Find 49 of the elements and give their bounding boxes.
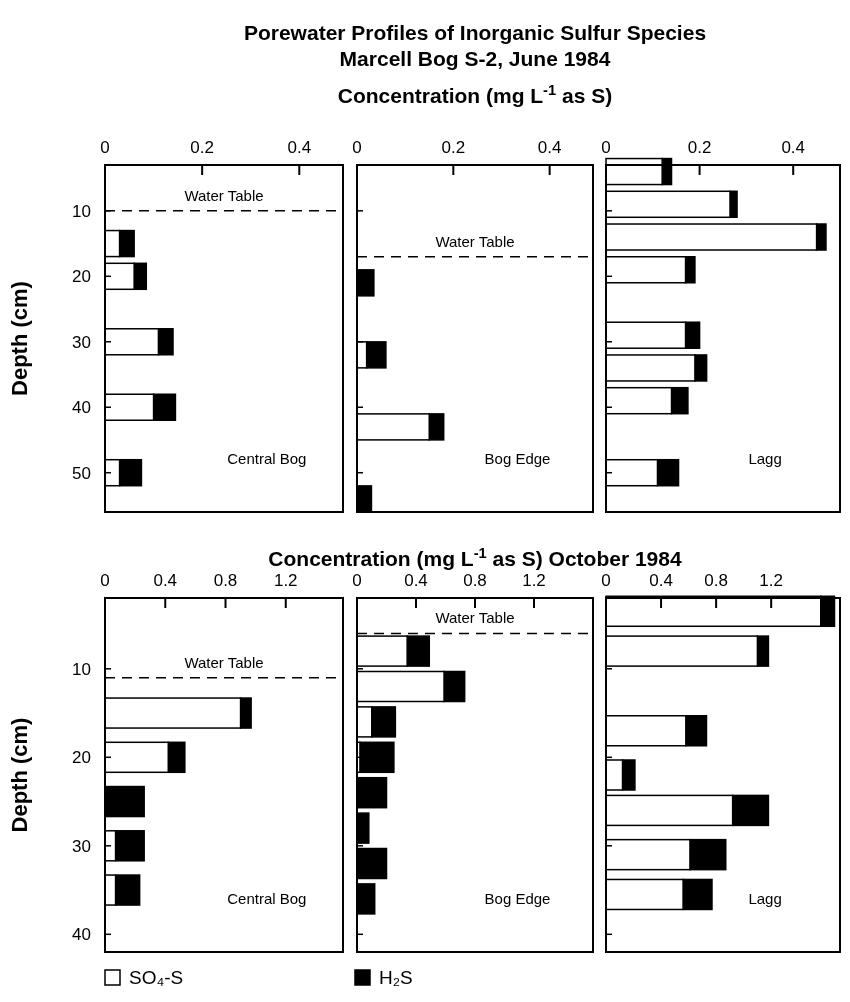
y-axis-title: Depth (cm) [7, 717, 32, 833]
bar [359, 741, 395, 774]
y-tick-label: 30 [72, 836, 91, 856]
x-tick-label: 0 [100, 138, 110, 157]
x-tick-label: 0.2 [441, 138, 466, 157]
x-axis-title: Concentration (mg L$^{-1}$ as S) October 1984 [268, 545, 682, 570]
x-tick-label: 1.2 [522, 571, 546, 590]
x-tick-label: 0 [352, 138, 362, 157]
y-tick-label: 40 [72, 398, 91, 418]
x-axis-title: Concentration (mg L$^{-1}$ as S) [337, 82, 613, 107]
y-tick-label: 40 [72, 925, 91, 945]
y-tick-label: 10 [72, 201, 91, 221]
legend-label: SO₄-S [129, 967, 184, 988]
x-tick-label: 0.4 [153, 571, 178, 590]
annotation: Bog Edge [484, 890, 551, 907]
x-tick-label: 0 [100, 571, 110, 590]
x-tick-label: 0.4 [287, 138, 312, 157]
x-tick-label: 0 [352, 571, 362, 590]
annotation: Lagg [748, 450, 782, 467]
y-tick-label: 30 [72, 332, 91, 352]
chart-title: Porewater Profiles of Inorganic Sulfur Species [243, 21, 707, 44]
ref-line-label: Water Table [184, 186, 264, 204]
x-tick-label: 0.8 [704, 571, 728, 590]
x-tick-label: 0.4 [404, 571, 428, 590]
annotation: Central Bog [227, 450, 307, 467]
annotation: Central Bog [227, 890, 307, 907]
x-tick-label: 0.2 [687, 138, 712, 157]
x-tick-label: 0.8 [213, 571, 238, 590]
x-tick-label: 1.2 [273, 571, 298, 590]
annotation: Lagg [748, 890, 782, 907]
y-tick-label: 20 [72, 267, 91, 287]
x-tick-label: 0 [601, 138, 611, 157]
chart-subtitle: Marcell Bog S-2, June 1984 [339, 47, 611, 70]
ref-line-label: Water Table [435, 609, 515, 627]
annotation: Bog Edge [484, 450, 551, 467]
x-tick-label: 0.2 [190, 138, 214, 157]
x-tick-label: 0.4 [537, 138, 562, 157]
y-tick-label: 50 [72, 463, 91, 483]
x-tick-label: 0.8 [463, 571, 487, 590]
y-tick-label: 20 [72, 748, 91, 768]
x-tick-label: 0 [601, 571, 611, 590]
x-tick-label: 0.4 [781, 138, 806, 157]
x-tick-label: 1.2 [759, 571, 783, 590]
legend-label: H₂S [379, 967, 413, 988]
ref-line-label: Water Table [435, 232, 515, 250]
y-axis-title: Depth (cm) [7, 281, 32, 396]
ref-line-label: Water Table [184, 653, 264, 671]
x-tick-label: 0.4 [649, 571, 673, 590]
y-tick-label: 10 [72, 659, 91, 679]
